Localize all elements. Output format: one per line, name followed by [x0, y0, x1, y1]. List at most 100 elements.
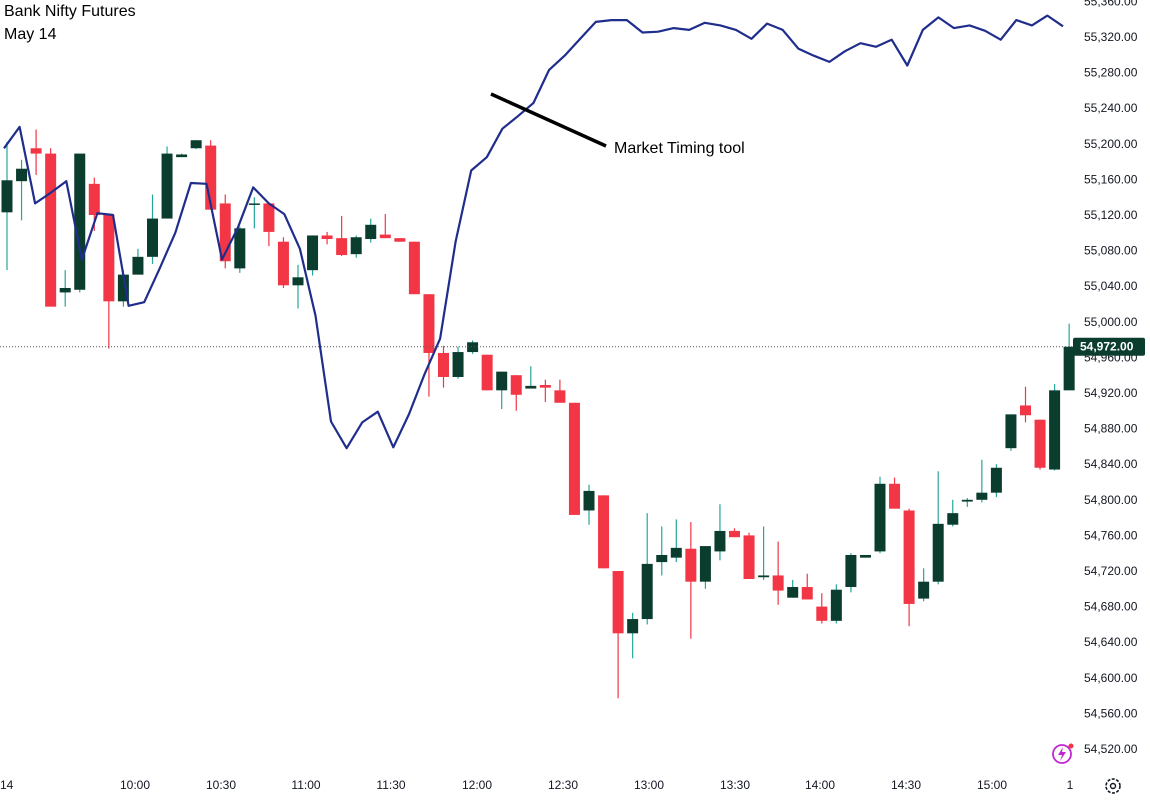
candle-body [350, 237, 362, 255]
candle-body [670, 547, 682, 558]
lightning-badge-icon[interactable] [1052, 743, 1074, 764]
candle-body [248, 203, 260, 205]
candle-body [481, 354, 493, 391]
x-axis: 14 10:00 10:30 11:00 11:30 12:00 12:30 13:00 13:… [0, 778, 1074, 792]
candle [1063, 323, 1075, 391]
candle-body [961, 499, 973, 502]
candle-body [568, 402, 580, 515]
y-tick-label: 54,520.00 [1084, 742, 1138, 756]
candle [976, 459, 988, 503]
candle [598, 495, 610, 569]
y-tick-label: 55,000.00 [1084, 315, 1138, 329]
gear-icon[interactable] [1105, 778, 1121, 794]
y-tick-label: 54,840.00 [1084, 457, 1138, 471]
candle-body [103, 215, 115, 302]
candle [379, 214, 391, 239]
candle-body [830, 589, 842, 621]
candle [292, 264, 304, 309]
candle [758, 526, 770, 580]
candle-body [496, 371, 508, 391]
candle [147, 194, 158, 264]
candle [801, 573, 813, 600]
candle-body [801, 587, 813, 600]
candle [30, 129, 42, 175]
candle [947, 499, 959, 527]
candle [350, 235, 362, 258]
candle-body [176, 154, 188, 158]
y-tick-label: 54,600.00 [1084, 671, 1138, 685]
candle-body [88, 183, 100, 215]
candle-body [161, 153, 173, 219]
candle-body [539, 384, 551, 388]
y-tick-label: 55,200.00 [1084, 137, 1138, 151]
candle-body [1063, 346, 1075, 391]
candle [219, 194, 231, 269]
candle-body [932, 523, 944, 582]
x-tick-label: 14:30 [891, 778, 921, 792]
candle-body [772, 575, 784, 591]
candle [845, 553, 857, 593]
y-tick-label: 54,760.00 [1084, 528, 1138, 542]
x-tick-label: 10:00 [120, 778, 150, 792]
y-tick-label: 55,160.00 [1084, 172, 1138, 186]
candle [772, 541, 784, 605]
candle-body [525, 385, 537, 389]
y-tick-label: 54,560.00 [1084, 706, 1138, 720]
candle [554, 379, 566, 403]
candle-body [918, 581, 930, 599]
candle-body [874, 483, 886, 552]
candle-body [510, 375, 522, 395]
y-tick-label: 55,120.00 [1084, 208, 1138, 222]
candle [205, 140, 217, 210]
candle-body [292, 277, 304, 286]
candle [1, 142, 13, 271]
candle-body [656, 554, 668, 563]
candle [685, 522, 697, 639]
candle-body [816, 606, 828, 621]
x-tick-label: 12:00 [462, 778, 492, 792]
candle-body [1034, 419, 1046, 468]
x-tick-label: 13:30 [720, 778, 750, 792]
candle-body [132, 256, 144, 275]
candle-body [612, 571, 624, 634]
candle [990, 464, 1002, 498]
candle [408, 241, 420, 295]
candle-body [583, 490, 595, 511]
candle-body [321, 235, 333, 240]
candle-body [59, 287, 71, 293]
candle [336, 215, 348, 256]
candle [889, 477, 901, 509]
candle [452, 346, 464, 379]
candle-body [598, 495, 610, 569]
y-tick-label: 55,360.00 [1084, 0, 1138, 8]
candle-body [889, 483, 901, 509]
candle [321, 231, 333, 245]
candle [438, 345, 449, 388]
candle-body [277, 241, 289, 286]
candle-body [990, 467, 1002, 493]
candle-body [394, 238, 406, 242]
candle [365, 218, 377, 243]
candle [74, 153, 86, 293]
candle-body [117, 274, 129, 302]
candle [583, 484, 595, 525]
candle-body [423, 294, 435, 353]
x-tick-label: 13:00 [634, 778, 664, 792]
candle [641, 513, 653, 625]
candle-body [641, 563, 653, 620]
candle [467, 340, 479, 354]
candle [874, 476, 886, 554]
y-tick-label: 55,080.00 [1084, 244, 1138, 258]
chart-subtitle: May 14 [4, 26, 57, 43]
candle [903, 508, 915, 627]
current-price-badge: 54,972.00 [1073, 337, 1145, 356]
candle-body [336, 238, 348, 256]
icons-layer [1052, 743, 1121, 794]
x-tick-label: 14 [0, 778, 14, 792]
candle [423, 294, 435, 397]
candle [729, 528, 740, 538]
candle-body [45, 153, 57, 307]
candle-body [147, 218, 158, 257]
candle-body [627, 619, 639, 634]
